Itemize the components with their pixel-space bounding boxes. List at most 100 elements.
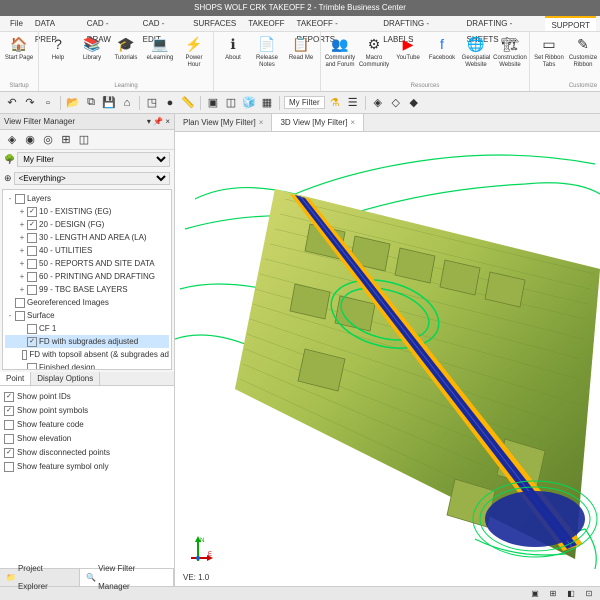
menu-drafting-sheets[interactable]: DRAFTING - SHEETS <box>461 16 546 31</box>
menu-takeoff[interactable]: TAKEOFF <box>242 16 290 31</box>
checkbox[interactable] <box>27 337 37 347</box>
save-icon[interactable]: 💾 <box>101 95 117 111</box>
point-icon[interactable]: ● <box>162 95 178 111</box>
close-tab-icon[interactable]: × <box>350 114 355 132</box>
tree-item[interactable]: Finished design <box>5 361 169 370</box>
panel-pin-icon[interactable]: 📌 <box>153 117 163 126</box>
bottom-tab-view-filter-manager[interactable]: 🔍View Filter Manager <box>80 569 174 586</box>
tree-item[interactable]: FD with subgrades adjusted <box>5 335 169 348</box>
status-icon-3[interactable]: ◧ <box>564 589 578 598</box>
tree-icon[interactable]: 🌳 <box>4 154 15 165</box>
3d-canvas[interactable]: N E VE: 1.0 <box>175 132 600 586</box>
checkbox[interactable] <box>27 259 37 269</box>
ribbon-library-button[interactable]: 📚Library <box>77 34 107 69</box>
checkbox[interactable] <box>4 392 14 402</box>
ribbon-about-button[interactable]: ℹAbout <box>218 34 248 69</box>
checkbox[interactable] <box>27 324 37 334</box>
checkbox[interactable] <box>15 194 25 204</box>
layers-icon[interactable]: ☰ <box>345 95 361 111</box>
checkbox[interactable] <box>4 448 14 458</box>
menu-cad-edit[interactable]: CAD - EDIT <box>137 16 188 31</box>
view1-icon[interactable]: ▣ <box>205 95 221 111</box>
stack2-icon[interactable]: ◇ <box>388 95 404 111</box>
expand-icon[interactable]: + <box>17 218 27 231</box>
ribbon-read-me-button[interactable]: 📋Read Me <box>286 34 316 69</box>
ribbon-facebook-button[interactable]: fFacebook <box>427 34 457 69</box>
close-tab-icon[interactable]: × <box>259 114 264 132</box>
ribbon-tutorials-button[interactable]: 🎓Tutorials <box>111 34 141 69</box>
checkbox[interactable] <box>27 233 37 243</box>
tree-item[interactable]: CF 1 <box>5 322 169 335</box>
checkbox[interactable] <box>27 363 37 370</box>
expand-icon[interactable]: + <box>17 257 27 270</box>
ribbon-power-hour-button[interactable]: ⚡Power Hour <box>179 34 209 69</box>
tree-item[interactable]: Georeferenced Images <box>5 296 169 309</box>
stack1-icon[interactable]: ◈ <box>370 95 386 111</box>
ribbon-release-notes-button[interactable]: 📄Release Notes <box>252 34 282 69</box>
ribbon-youtube-button[interactable]: ▶YouTube <box>393 34 423 69</box>
view-tab[interactable]: 3D View [My Filter]× <box>272 114 364 131</box>
layer1-icon[interactable]: ◈ <box>4 132 20 148</box>
home-icon[interactable]: ⌂ <box>119 95 135 111</box>
layer2-icon[interactable]: ◉ <box>22 132 38 148</box>
filter-icon[interactable]: ⚗ <box>327 95 343 111</box>
tree-item[interactable]: +30 - LENGTH AND AREA (LA) <box>5 231 169 244</box>
status-icon-2[interactable]: ⊞ <box>546 589 560 598</box>
copy-icon[interactable]: ⧉ <box>83 95 99 111</box>
expand-icon[interactable]: + <box>17 270 27 283</box>
layer3-icon[interactable]: ◎ <box>40 132 56 148</box>
ribbon-customize-ribbon-button[interactable]: ✎Customize Ribbon <box>568 34 598 69</box>
expand-icon[interactable]: + <box>17 231 27 244</box>
panel-close-icon[interactable]: × <box>165 117 170 126</box>
checkbox[interactable] <box>4 434 14 444</box>
menu-support[interactable]: SUPPORT <box>545 16 596 31</box>
expand-icon[interactable]: - <box>5 192 15 205</box>
ribbon-geospatial-website-button[interactable]: 🌐Geospatial Website <box>461 34 491 69</box>
menu-takeoff-reports[interactable]: TAKEOFF - REPORTS <box>291 16 378 31</box>
menu-file[interactable]: File <box>4 16 29 31</box>
checkbox[interactable] <box>22 350 28 360</box>
layer5-icon[interactable]: ◫ <box>76 132 92 148</box>
checkbox[interactable] <box>4 462 14 472</box>
tree-item[interactable]: -Surface <box>5 309 169 322</box>
opt-tab-display-options[interactable]: Display Options <box>31 372 100 385</box>
checkbox[interactable] <box>27 220 37 230</box>
cube-icon[interactable]: ◳ <box>144 95 160 111</box>
checkbox[interactable] <box>27 272 37 282</box>
checkbox[interactable] <box>4 420 14 430</box>
expand-icon[interactable]: ⊕ <box>4 173 12 184</box>
tree-item[interactable]: +10 - EXISTING (EG) <box>5 205 169 218</box>
ribbon-construction-website-button[interactable]: 🏗Construction Website <box>495 34 525 69</box>
checkbox[interactable] <box>27 285 37 295</box>
ribbon-community-and-forum-button[interactable]: 👥Community and Forum <box>325 34 355 69</box>
checkbox[interactable] <box>27 246 37 256</box>
opt-tab-point[interactable]: Point <box>0 372 31 385</box>
ribbon-help-button[interactable]: ?Help <box>43 34 73 69</box>
stack3-icon[interactable]: ◆ <box>406 95 422 111</box>
tree-item[interactable]: +40 - UTILITIES <box>5 244 169 257</box>
status-icon-1[interactable]: ▣ <box>528 589 542 598</box>
bottom-tab-project-explorer[interactable]: 📁Project Explorer <box>0 569 80 586</box>
tree-item[interactable]: +99 - TBC BASE LAYERS <box>5 283 169 296</box>
view-tab[interactable]: Plan View [My Filter]× <box>175 114 272 131</box>
tree-item[interactable]: +50 - REPORTS AND SITE DATA <box>5 257 169 270</box>
view3d-icon[interactable]: 🧊 <box>241 95 257 111</box>
ribbon-macro-community-button[interactable]: ⚙Macro Community <box>359 34 389 69</box>
new-icon[interactable]: ▫ <box>40 95 56 111</box>
expand-icon[interactable]: + <box>17 244 27 257</box>
filter-dropdown[interactable]: My Filter <box>17 152 170 167</box>
tree-item[interactable]: -Layers <box>5 192 169 205</box>
expand-icon[interactable]: - <box>5 309 15 322</box>
ribbon-set-ribbon-tabs-button[interactable]: ▭Set Ribbon Tabs <box>534 34 564 69</box>
grid-icon[interactable]: ▦ <box>259 95 275 111</box>
layer4-icon[interactable]: ⊞ <box>58 132 74 148</box>
tree-item[interactable]: FD with topsoil absent (& subgrades ad <box>5 348 169 361</box>
expand-icon[interactable]: + <box>17 205 27 218</box>
ribbon-start-page-button[interactable]: 🏠Start Page <box>4 34 34 62</box>
checkbox[interactable] <box>15 311 25 321</box>
everything-dropdown[interactable]: <Everything> <box>14 172 170 185</box>
open-icon[interactable]: 📂 <box>65 95 81 111</box>
view2-icon[interactable]: ◫ <box>223 95 239 111</box>
filter-select[interactable]: My Filter <box>284 96 325 109</box>
menu-surfaces[interactable]: SURFACES <box>187 16 242 31</box>
